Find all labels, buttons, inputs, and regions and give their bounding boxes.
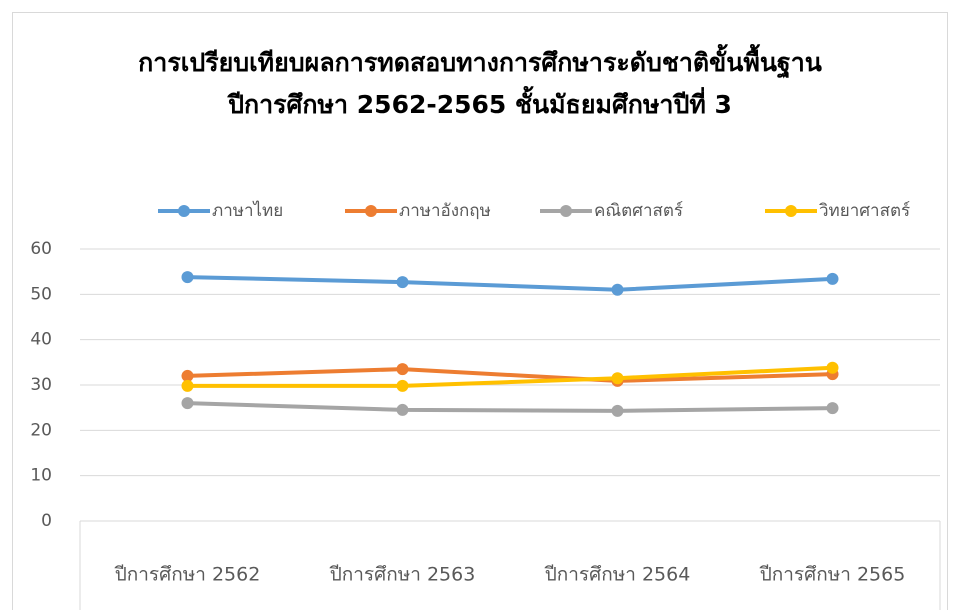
point xyxy=(181,369,194,382)
legend-marker xyxy=(365,205,377,217)
y-tick-label: 0 xyxy=(41,511,52,531)
point xyxy=(181,397,194,410)
series-line xyxy=(187,365,833,388)
point xyxy=(826,361,839,374)
chart-border xyxy=(12,12,948,614)
point xyxy=(396,379,409,392)
point xyxy=(181,379,194,392)
x-tick-label: ปีการศึกษา 2565 xyxy=(759,564,905,586)
series-line xyxy=(187,275,833,292)
point xyxy=(611,372,624,385)
y-tick-label: 60 xyxy=(30,239,52,259)
point xyxy=(396,403,409,416)
series-line xyxy=(187,401,833,413)
legend-label: คณิตศาสตร์ xyxy=(594,201,683,221)
y-tick-label: 50 xyxy=(30,284,52,304)
x-tick-label: ปีการศึกษา 2563 xyxy=(329,564,475,586)
chart-title: ปีการศึกษา 2562-2565 ชั้นมัธยมศึกษาปีที่… xyxy=(227,85,732,119)
point xyxy=(181,271,194,284)
x-tick-label: ปีการศึกษา 2564 xyxy=(544,564,690,586)
y-tick-label: 10 xyxy=(30,466,52,486)
legend-label: วิทยาศาสตร์ xyxy=(819,201,911,221)
point xyxy=(826,272,839,285)
series-line xyxy=(187,367,833,383)
point xyxy=(396,276,409,289)
legend-marker xyxy=(560,205,572,217)
x-tick-label: ปีการศึกษา 2562 xyxy=(114,564,260,586)
point xyxy=(611,404,624,417)
y-tick-label: 30 xyxy=(30,375,52,395)
legend-marker xyxy=(785,205,797,217)
chart-title: การเปรียบเทียบผลการทดสอบทางการศึกษาระดับ… xyxy=(138,43,822,79)
legend-label: ภาษาไทย xyxy=(212,200,283,221)
point xyxy=(611,283,624,296)
point xyxy=(826,402,839,415)
point xyxy=(396,363,409,376)
legend-label: ภาษาอังกฤษ xyxy=(399,201,491,221)
y-tick-label: 40 xyxy=(30,330,52,350)
y-tick-label: 20 xyxy=(30,420,52,440)
legend-marker xyxy=(178,205,190,217)
